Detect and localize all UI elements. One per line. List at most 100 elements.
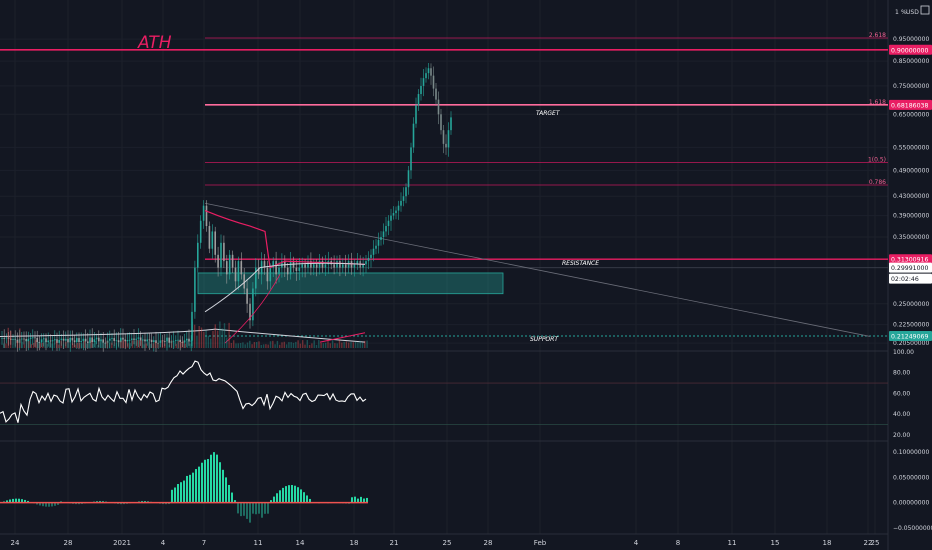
volume-bar: [85, 343, 88, 348]
time-tick-label: 4: [634, 539, 639, 547]
volume-bar: [274, 344, 276, 348]
macd-histogram-bar: [303, 492, 305, 503]
candle-body: [246, 288, 248, 304]
macd-pane[interactable]: [0, 452, 368, 523]
volume-bar: [203, 331, 205, 348]
candle-body: [430, 68, 432, 76]
candle-body: [69, 337, 71, 343]
volume-bar: [343, 341, 345, 348]
volume-bar: [228, 322, 230, 348]
price-label-last_price: [889, 262, 932, 273]
candle-body: [397, 205, 400, 211]
time-tick-label: 28: [484, 539, 493, 547]
candle-body: [269, 267, 272, 282]
support-annotation: SUPPORT: [530, 336, 559, 343]
volume-bar: [366, 340, 368, 348]
scale-toggle-log[interactable]: 1: [895, 9, 899, 16]
macd-histogram-bar: [36, 502, 38, 505]
fib-label: 2.618: [869, 32, 886, 39]
volume-bar: [134, 340, 136, 348]
volume-bar: [74, 344, 76, 348]
candle-body: [120, 337, 122, 343]
candle-body: [435, 88, 437, 100]
candle-body: [385, 226, 387, 232]
candle-body: [445, 143, 447, 148]
candle-body: [301, 264, 303, 268]
volume-bar: [16, 340, 19, 348]
candle-body: [82, 338, 85, 342]
volume-bar: [290, 342, 292, 348]
volume-bar: [26, 340, 28, 348]
volume-bar: [272, 340, 274, 348]
price-tick-label: 0.39000000: [893, 213, 929, 220]
candle-body: [133, 338, 135, 340]
settings-icon[interactable]: [920, 5, 930, 15]
candle-body: [10, 338, 12, 340]
volume-bar: [295, 341, 297, 348]
volume-bar: [42, 342, 44, 348]
candle-body: [321, 261, 324, 268]
volume-bar: [306, 340, 308, 348]
rsi-tick-label: 100.00: [893, 349, 914, 356]
volume-bar: [21, 341, 23, 348]
candle-body: [153, 340, 155, 343]
candle-body: [342, 264, 344, 268]
price-label-text: 0.29991000: [891, 265, 928, 272]
price-tick-label: 0.43000000: [893, 193, 929, 200]
volume-bar: [92, 343, 95, 348]
macd-histogram-bar: [258, 502, 260, 514]
macd-histogram-bar: [192, 472, 194, 503]
macd-histogram-bar: [294, 485, 296, 503]
volume-bar: [69, 343, 72, 348]
candle-body: [111, 338, 113, 339]
macd-tick-label: 0.05000000: [893, 474, 929, 481]
candle-body: [170, 341, 173, 343]
candle-body: [249, 303, 251, 321]
volume-bar: [338, 340, 341, 348]
rsi-pane[interactable]: [0, 360, 888, 425]
candle-body: [237, 261, 240, 282]
volume-bar: [104, 342, 106, 348]
volume-bar: [99, 341, 101, 348]
macd-histogram-bar: [24, 499, 26, 503]
candle-body: [205, 205, 208, 227]
candle-body: [91, 337, 93, 343]
price-label-text: 0.90000000: [891, 47, 928, 54]
volume-bar: [108, 342, 111, 348]
candle-body: [25, 339, 27, 342]
macd-histogram-bar: [243, 502, 245, 516]
candle-body: [54, 339, 56, 341]
macd-histogram-bar: [39, 502, 41, 506]
time-tick-label: Feb: [534, 539, 547, 547]
price-label-ath_level: [889, 44, 932, 55]
time-tick-label: 18: [350, 539, 359, 547]
candle-body: [166, 337, 168, 342]
candle-body: [440, 114, 442, 131]
volume-bar: [357, 342, 359, 348]
volume-bar: [37, 341, 39, 348]
candle-body: [295, 267, 298, 271]
scale-toggle-percent[interactable]: %: [901, 9, 907, 16]
candle-body: [126, 340, 129, 342]
volume-bar: [129, 343, 131, 348]
volume-bar: [164, 343, 166, 348]
macd-histogram-bar: [21, 499, 23, 503]
candle-body: [128, 339, 131, 341]
volume-bar: [111, 342, 113, 348]
macd-histogram-bar: [219, 462, 221, 503]
volume-bar: [205, 330, 207, 348]
macd-histogram-bar: [225, 477, 227, 503]
candle-body: [226, 261, 228, 275]
candle-body: [281, 261, 283, 268]
price-label-resistance_level: [889, 254, 932, 265]
time-tick-label: 25: [871, 539, 880, 547]
macd-histogram-bar: [282, 487, 284, 503]
time-tick-label: 7: [202, 539, 206, 547]
volume-bar: [157, 342, 159, 348]
volume-bar: [3, 343, 5, 348]
volume-bar: [127, 343, 129, 348]
time-tick-label: 11: [728, 539, 737, 547]
candle-body: [45, 338, 47, 343]
time-tick-label: 2021: [113, 539, 131, 547]
